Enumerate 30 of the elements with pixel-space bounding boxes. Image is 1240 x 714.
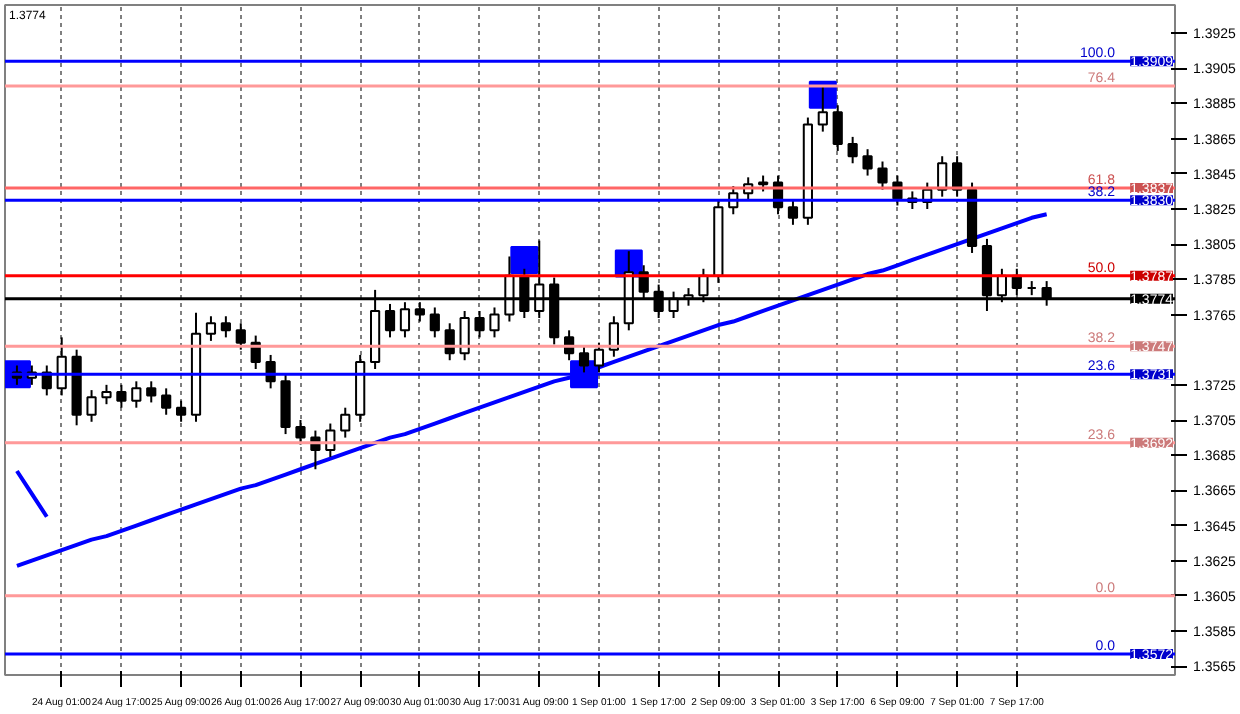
candlestick [593, 341, 605, 374]
candlestick [161, 387, 172, 416]
candlestick [474, 309, 485, 339]
candlestick [175, 399, 187, 423]
candlestick [131, 380, 142, 409]
candlestick [235, 322, 246, 351]
candlestick [847, 135, 858, 165]
candlestick [220, 315, 231, 339]
candlestick [787, 199, 799, 226]
candlestick [429, 306, 440, 339]
candlestick [489, 306, 500, 339]
candlestick [832, 104, 843, 152]
candlestick [205, 315, 217, 342]
candlestick [295, 419, 306, 446]
candlestick [608, 315, 619, 358]
candlestick [101, 383, 112, 406]
candlestick [862, 148, 873, 177]
candlestick [817, 84, 828, 133]
candlestick [86, 389, 97, 423]
candlestick [937, 155, 948, 198]
candlestick [340, 406, 351, 439]
candlestick [877, 160, 888, 191]
candlestick [384, 302, 396, 339]
candlestick [146, 380, 157, 404]
candlestick [578, 345, 590, 374]
candlestick [280, 373, 291, 436]
point [510, 245, 539, 274]
candlestick [116, 383, 127, 409]
candlestick [459, 309, 470, 362]
candlestick [952, 155, 963, 198]
